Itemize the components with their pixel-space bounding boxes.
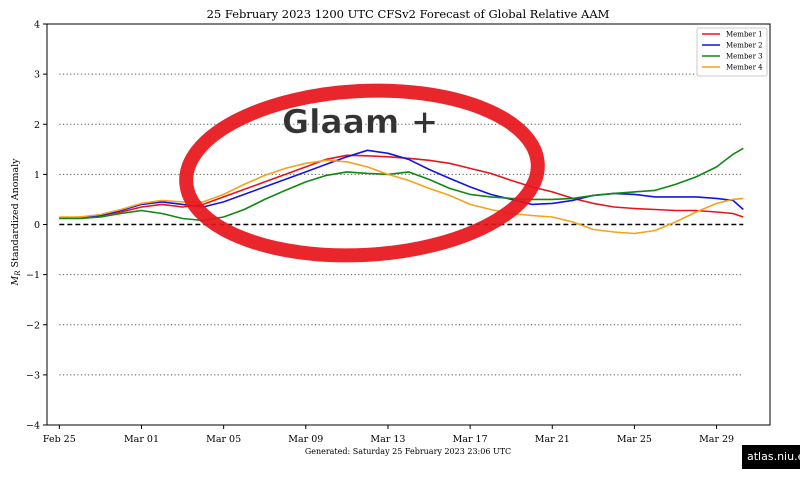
y-tick-label: 1 xyxy=(34,170,40,181)
annotation-circle xyxy=(179,83,545,263)
y-tick-label: −3 xyxy=(26,370,40,381)
y-tick-label: 3 xyxy=(34,70,40,81)
generated-timestamp: Generated: Saturday 25 February 2023 23:… xyxy=(305,447,511,456)
series-line-member-2 xyxy=(59,149,744,219)
annotation: Glaam + xyxy=(179,83,545,263)
y-axis-label: MR Standardized Anomaly xyxy=(10,158,22,287)
series-line-member-1 xyxy=(59,154,744,219)
annotation-text: Glaam + xyxy=(282,102,438,141)
legend-entry: Member 1 xyxy=(726,31,763,39)
gridlines xyxy=(59,73,744,376)
y-tick-label: −4 xyxy=(26,421,40,432)
x-tick-label: Mar 17 xyxy=(453,434,488,445)
series-line-member-3 xyxy=(59,147,744,222)
chart-title: 25 February 2023 1200 UTC CFSv2 Forecast… xyxy=(207,7,610,21)
x-tick-label: Mar 01 xyxy=(124,434,159,445)
y-tick-label: −2 xyxy=(26,320,40,331)
series-group xyxy=(59,147,744,235)
x-tick-label: Feb 25 xyxy=(43,434,76,445)
x-tick-label: Mar 09 xyxy=(288,434,323,445)
x-tick-label: Mar 05 xyxy=(206,434,241,445)
x-tick-label: Mar 29 xyxy=(699,434,734,445)
x-tick-label: Mar 25 xyxy=(617,434,652,445)
legend-entry: Member 3 xyxy=(726,53,763,61)
y-tick-label: −1 xyxy=(26,270,40,281)
series-line-member-4 xyxy=(59,159,744,235)
y-axis: −4 −3 −2 −1 0 1 2 3 4 xyxy=(26,20,47,432)
y-tick-label: 4 xyxy=(34,20,40,31)
y-tick-label: 0 xyxy=(34,220,40,231)
watermark-label: atlas.niu.edu xyxy=(742,445,800,469)
legend-entry: Member 4 xyxy=(726,64,763,72)
x-tick-label: Mar 21 xyxy=(535,434,570,445)
x-axis: Feb 25 Mar 01 Mar 05 Mar 09 Mar 13 Mar 17 Mar … xyxy=(43,425,734,445)
y-tick-label: 2 xyxy=(34,120,40,131)
x-tick-label: Mar 13 xyxy=(370,434,405,445)
legend-entry: Member 2 xyxy=(726,42,763,50)
legend: Member 1 Member 2 Member 3 Member 4 xyxy=(696,27,768,77)
